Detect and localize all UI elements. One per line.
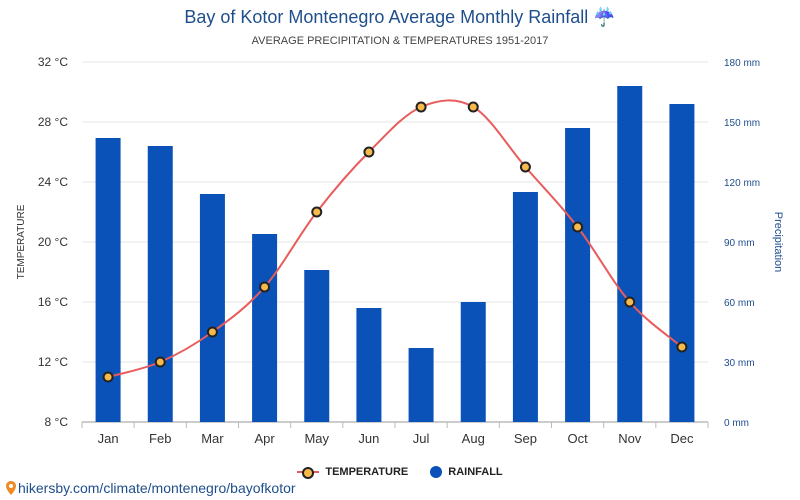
temperature-point	[415, 101, 427, 113]
rainfall-bar	[304, 270, 330, 422]
temperature-point	[467, 101, 479, 113]
rainfall-bar	[199, 194, 225, 422]
map-pin-icon	[6, 481, 16, 495]
y2-tick-label: 120 mm	[724, 178, 760, 189]
y-tick-label: 28 °C	[38, 115, 68, 129]
x-tick-label: May	[304, 431, 329, 446]
temperature-point	[519, 161, 531, 173]
chart-legend: TEMPERATURE RAINFALL	[0, 464, 800, 480]
temperature-series-line	[107, 99, 683, 378]
x-tick-label: Mar	[201, 431, 224, 446]
y2-axis-title: Precipitation	[772, 212, 784, 273]
temperature-point	[624, 296, 636, 308]
temperature-point	[311, 206, 323, 218]
y-axis-title: TEMPERATURE	[16, 204, 27, 279]
y2-tick-label: 150 mm	[724, 118, 760, 129]
rainfall-bar	[512, 192, 538, 422]
y2-tick-label: 30 mm	[724, 358, 755, 369]
temperature-point	[154, 356, 166, 368]
legend-label-temperature: TEMPERATURE	[325, 466, 409, 478]
rainfall-bar	[460, 302, 486, 422]
temperature-line	[107, 99, 683, 378]
temperature-point	[259, 281, 271, 293]
temperature-legend-icon	[297, 466, 320, 479]
y-tick-label: 12 °C	[38, 355, 68, 369]
x-tick-label: Apr	[254, 431, 275, 446]
rainfall-bar	[669, 104, 695, 422]
temperature-points	[102, 101, 688, 383]
y-tick-label: 8 °C	[45, 415, 69, 429]
rainfall-bar	[252, 234, 278, 422]
temperature-point	[676, 341, 688, 353]
chart-subtitle: AVERAGE PRECIPITATION & TEMPERATURES 195…	[251, 35, 549, 47]
temperature-point	[102, 371, 114, 383]
rainfall-bar	[617, 86, 643, 422]
x-tick-label: Aug	[462, 431, 485, 446]
y-tick-label: 20 °C	[38, 235, 68, 249]
x-tick-label: Oct	[567, 431, 588, 446]
rainfall-temperature-chart: 32 °C 180 mm 28 °C 150 mm 24 °C 120 mm 20 °C 90…	[16, 55, 784, 446]
rainfall-legend-icon	[430, 466, 443, 478]
x-tick-label: Sep	[514, 431, 537, 446]
source-link[interactable]: hikersby.com/climate/montenegro/bayofkot…	[6, 480, 296, 496]
legend-item-temperature[interactable]: TEMPERATURE	[297, 466, 409, 479]
rainfall-bar	[147, 146, 173, 422]
temperature-point	[363, 146, 375, 158]
x-tick-label: Dec	[670, 431, 694, 446]
y2-tick-label: 180 mm	[724, 58, 760, 69]
chart-title: Bay of Kotor Montenegro Average Monthly …	[184, 7, 616, 27]
y-tick-label: 24 °C	[38, 175, 68, 189]
x-tick-label: Nov	[618, 431, 642, 446]
temperature-point	[572, 221, 584, 233]
x-tick-label: Jul	[413, 431, 430, 446]
x-tick-label: Jan	[98, 431, 119, 446]
source-url: hikersby.com/climate/montenegro/bayofkot…	[18, 480, 296, 496]
grid-lines	[81, 61, 709, 428]
y2-tick-label: 90 mm	[724, 238, 755, 249]
rainfall-bar	[565, 128, 591, 422]
y2-tick-label: 0 mm	[724, 418, 749, 429]
y-tick-label: 32 °C	[38, 55, 68, 69]
legend-item-rainfall[interactable]: RAINFALL	[430, 466, 503, 478]
temperature-point	[206, 326, 218, 338]
y-tick-label: 16 °C	[38, 295, 68, 309]
axis-labels: 32 °C 180 mm 28 °C 150 mm 24 °C 120 mm 20 °C 90…	[16, 55, 784, 446]
x-tick-label: Jun	[358, 431, 379, 446]
rainfall-bar	[356, 308, 382, 422]
x-tick-label: Feb	[149, 431, 171, 446]
legend-label-rainfall: RAINFALL	[448, 466, 503, 478]
rainfall-bar	[408, 348, 434, 422]
y2-tick-label: 60 mm	[724, 298, 755, 309]
rainfall-bars	[95, 86, 695, 422]
